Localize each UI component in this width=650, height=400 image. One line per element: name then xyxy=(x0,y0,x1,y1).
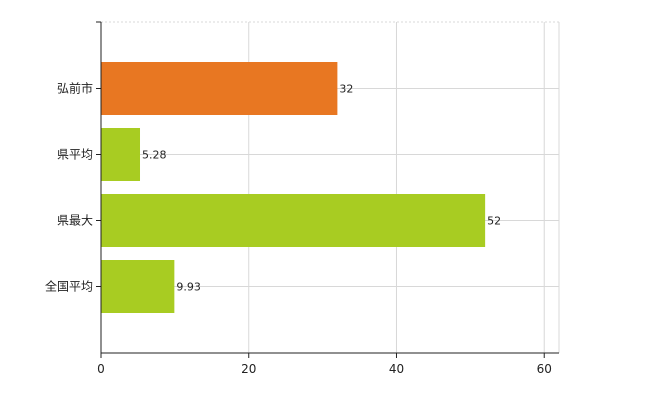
category-label: 県最大 xyxy=(57,214,93,228)
labels: 32 弘前市 5.28 県平均 52 県最大 9.93 全国平均 0 20 40 60 xyxy=(45,81,552,377)
bar xyxy=(101,194,486,247)
bar xyxy=(101,128,141,181)
bar xyxy=(101,260,175,313)
data-label: 9.93 xyxy=(176,281,201,294)
category-label: 県平均 xyxy=(57,148,93,162)
axes xyxy=(96,21,559,358)
data-label: 5.28 xyxy=(142,149,167,162)
bars xyxy=(101,62,486,313)
category-label: 全国平均 xyxy=(45,279,93,294)
x-tick-label: 0 xyxy=(97,362,105,376)
data-label: 52 xyxy=(487,215,501,228)
x-tick-label: 60 xyxy=(537,362,552,376)
data-label: 32 xyxy=(339,83,353,96)
x-tick-label: 20 xyxy=(241,362,256,376)
category-label: 弘前市 xyxy=(57,81,93,96)
bar xyxy=(101,62,338,115)
x-tick-label: 40 xyxy=(389,362,404,376)
